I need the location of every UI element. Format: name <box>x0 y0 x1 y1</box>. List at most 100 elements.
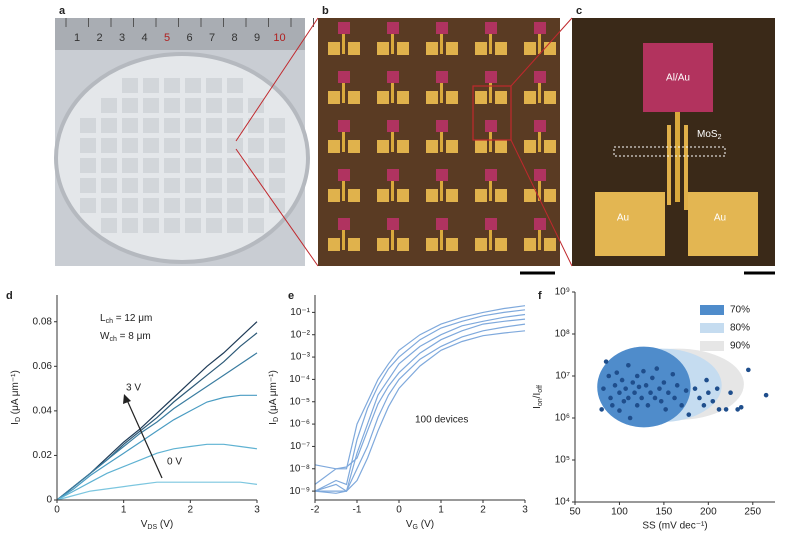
pad <box>387 71 399 83</box>
label-part: W <box>100 331 110 342</box>
grid-cell <box>122 158 138 173</box>
data-point <box>692 386 698 391</box>
pad <box>397 189 409 202</box>
grid-cell <box>185 178 201 193</box>
pad <box>328 238 340 251</box>
y-tick-label: 10⁹ <box>555 287 570 298</box>
pad <box>328 140 340 153</box>
pad <box>328 42 340 55</box>
pad <box>426 140 438 153</box>
grid-cell <box>248 98 264 113</box>
data-point <box>738 404 744 410</box>
pad <box>377 189 389 202</box>
stem <box>538 132 541 152</box>
y-tick-label: 10⁻⁷ <box>290 441 310 452</box>
x-tick-label: 3 <box>522 505 528 516</box>
grid-cell <box>122 138 138 153</box>
x-tick-label: -2 <box>311 505 320 516</box>
stem <box>391 230 394 250</box>
drain-line <box>684 125 688 210</box>
label-part: / <box>532 395 543 398</box>
pad <box>495 189 507 202</box>
data-point <box>763 392 769 398</box>
pad <box>397 91 409 104</box>
y-tick-label: 10⁷ <box>555 371 570 382</box>
pad <box>426 91 438 104</box>
stem <box>440 181 443 201</box>
stem <box>489 181 492 201</box>
grid-cell <box>269 138 285 153</box>
pad <box>387 22 399 34</box>
pad <box>348 140 360 153</box>
ruler-number: 10 <box>273 32 285 44</box>
data-point <box>661 380 667 385</box>
panel-label: c <box>576 5 582 17</box>
pad <box>436 22 448 34</box>
data-point <box>641 368 646 374</box>
pad <box>534 71 546 83</box>
pad <box>436 169 448 181</box>
x-tick-label: 3 <box>254 505 260 516</box>
y-tick-label: 0 <box>46 495 52 506</box>
grid-cell <box>269 118 285 133</box>
pad <box>495 91 507 104</box>
pad <box>544 42 556 55</box>
label-sub: G <box>413 524 418 531</box>
grid-cell <box>101 118 117 133</box>
grid-cell <box>185 98 201 113</box>
grid-cell <box>269 178 285 193</box>
legend-label: 70% <box>730 305 750 316</box>
data-point <box>716 407 722 412</box>
x-tick-label: 2 <box>188 505 194 516</box>
channel-label: MoS2 <box>697 129 722 141</box>
grid-cell <box>164 78 180 93</box>
data-point <box>634 403 640 408</box>
grid-cell <box>227 98 243 113</box>
data-point <box>632 390 637 396</box>
data-line <box>56 352 258 501</box>
stem <box>440 83 443 103</box>
data-point <box>701 403 707 408</box>
data-point <box>606 373 612 379</box>
grid-cell <box>185 218 201 233</box>
stem <box>538 83 541 103</box>
ruler-number: 2 <box>96 32 102 44</box>
y-tick-label: 0.06 <box>33 361 53 372</box>
label-sub: ch <box>109 336 117 343</box>
grid-cell <box>248 198 264 213</box>
stem <box>342 34 345 54</box>
data-point <box>630 380 636 385</box>
data-point <box>650 375 655 381</box>
data-line <box>56 443 258 501</box>
pad <box>348 238 360 251</box>
grid-cell <box>164 138 180 153</box>
data-point <box>657 386 662 391</box>
grid-cell <box>248 138 264 153</box>
label-part: = 8 μm <box>117 331 151 342</box>
grid-cell <box>143 118 159 133</box>
pad <box>338 218 350 230</box>
data-line <box>314 313 526 493</box>
data-line <box>314 305 526 485</box>
data-point <box>658 398 664 404</box>
grid-cell <box>185 198 201 213</box>
pad <box>338 169 350 181</box>
pad <box>377 140 389 153</box>
y-tick-label: 10⁻² <box>290 329 310 340</box>
grid-cell <box>248 178 264 193</box>
y-tick-label: 10⁻¹ <box>290 307 310 318</box>
data-point <box>617 390 622 396</box>
panel-label: b <box>322 5 329 17</box>
label-sub: on <box>537 398 544 406</box>
stem <box>538 181 541 201</box>
label-part: (V) <box>418 519 434 530</box>
panel-label: f <box>538 290 542 302</box>
grid-cell <box>101 178 117 193</box>
grid-cell <box>101 218 117 233</box>
grid-cell <box>80 138 96 153</box>
data-point <box>627 415 633 421</box>
stem <box>342 83 345 103</box>
stem <box>342 230 345 250</box>
grid-cell <box>248 158 264 173</box>
arrow <box>126 399 163 479</box>
